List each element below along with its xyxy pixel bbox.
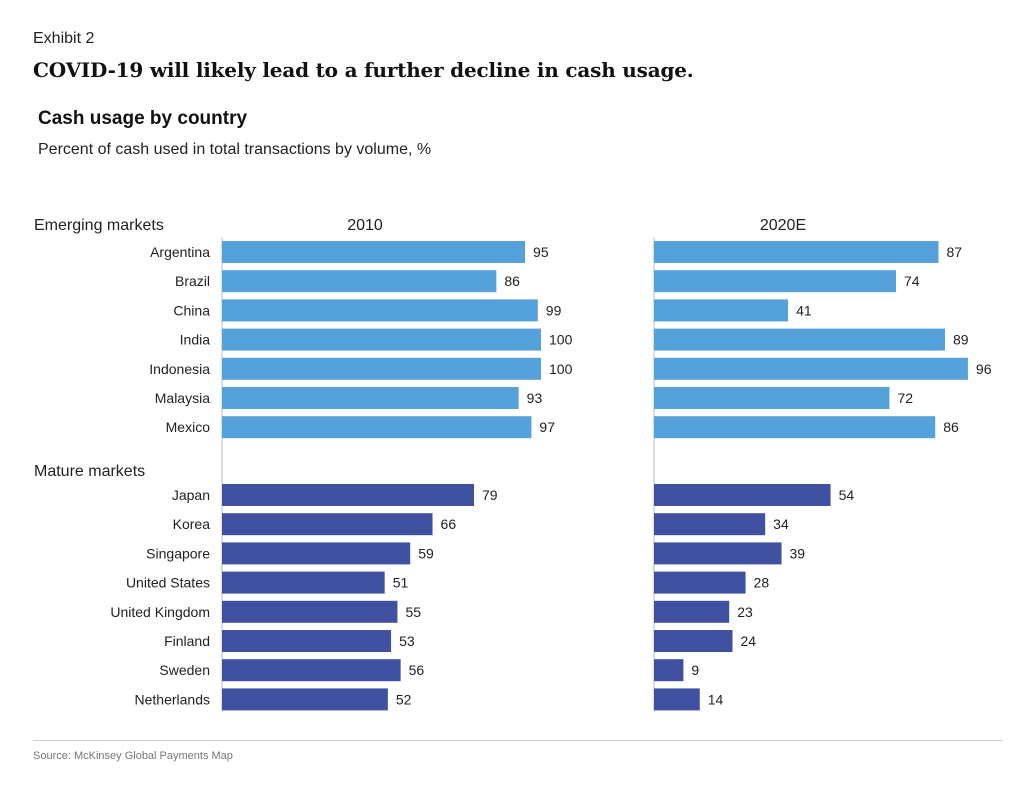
data-label: 97 [539, 419, 555, 435]
data-label: 72 [897, 390, 913, 406]
data-label: 52 [396, 691, 412, 707]
data-label: 23 [737, 604, 753, 620]
bar [654, 542, 782, 565]
bar [222, 416, 532, 439]
exhibit-label: Exhibit 2 [33, 30, 95, 47]
data-label: 28 [754, 575, 770, 591]
bar [654, 328, 946, 351]
source-note: Source: McKinsey Global Payments Map [33, 750, 233, 762]
bar [654, 571, 746, 594]
bar [222, 542, 411, 565]
category-label: India [180, 332, 211, 348]
data-label: 39 [790, 545, 806, 561]
bar [222, 484, 475, 506]
category-label: United Kingdom [110, 604, 210, 620]
data-label: 74 [904, 273, 920, 289]
data-label: 56 [409, 662, 425, 678]
data-label: 86 [504, 273, 520, 289]
bar [654, 600, 730, 623]
category-label: Korea [173, 516, 211, 532]
bar [654, 688, 700, 711]
data-label: 100 [549, 361, 573, 377]
category-label: Indonesia [149, 361, 210, 377]
bar [222, 571, 385, 594]
chart-subtitle: Percent of cash used in total transactio… [38, 141, 432, 158]
data-label: 59 [418, 545, 434, 561]
bar [222, 688, 388, 711]
data-label: 87 [946, 244, 962, 260]
category-label: Finland [164, 633, 210, 649]
bar [222, 630, 392, 652]
data-label: 93 [527, 390, 543, 406]
bar [654, 659, 684, 682]
data-label: 55 [405, 604, 421, 620]
data-label: 51 [393, 575, 409, 591]
bar [654, 299, 789, 322]
data-label: 24 [740, 633, 756, 649]
bar [222, 659, 401, 682]
bar [654, 357, 968, 380]
bar [654, 484, 831, 506]
headline: COVID-19 will likely lead to a further d… [33, 58, 694, 82]
bar [654, 416, 936, 439]
data-label: 34 [773, 516, 789, 532]
data-label: 41 [796, 302, 812, 318]
bar [654, 270, 896, 293]
bar [222, 387, 519, 409]
group-label-2: Mature markets [34, 463, 145, 480]
data-label: 54 [839, 487, 855, 503]
data-label: 79 [482, 487, 498, 503]
bar [222, 328, 541, 351]
bar [222, 270, 497, 293]
bar [222, 299, 538, 322]
data-label: 66 [441, 516, 457, 532]
data-label: 53 [399, 633, 415, 649]
bar [222, 241, 526, 263]
bar [222, 357, 541, 380]
bar [654, 241, 939, 263]
category-label: Japan [172, 487, 210, 503]
data-label: 100 [549, 332, 573, 348]
category-label: Sweden [159, 662, 210, 678]
data-label: 86 [943, 419, 959, 435]
data-label: 9 [691, 662, 699, 678]
category-label: Brazil [175, 273, 210, 289]
category-label: Singapore [146, 545, 210, 561]
data-label: 99 [546, 302, 562, 318]
group-label-1: Emerging markets [34, 217, 164, 234]
data-label: 14 [708, 691, 724, 707]
data-label: 95 [533, 244, 549, 260]
category-label: Netherlands [135, 691, 211, 707]
bar [222, 600, 398, 623]
category-label: Argentina [150, 244, 210, 260]
panel-title-2010: 2010 [347, 217, 383, 234]
bar [654, 513, 766, 536]
data-label: 96 [976, 361, 992, 377]
bar [654, 630, 733, 652]
bar [654, 387, 890, 409]
category-label: United States [126, 575, 210, 591]
bar [222, 513, 433, 536]
category-label: Malaysia [155, 390, 210, 406]
panel-title-2020E: 2020E [760, 217, 806, 234]
data-label: 89 [953, 332, 969, 348]
category-label: China [173, 302, 210, 318]
category-label: Mexico [166, 419, 211, 435]
footer-divider [33, 740, 1003, 741]
chart-title: Cash usage by country [38, 108, 248, 129]
